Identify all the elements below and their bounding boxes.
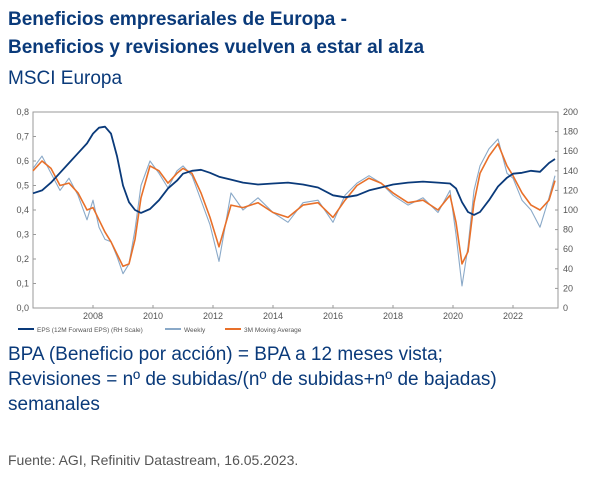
y-left-tick-label: 0,0 [16,303,29,313]
source-note: Fuente: AGI, Refinitiv Datastream, 16.05… [8,452,299,468]
x-tick-label: 2014 [263,311,283,321]
chart-title-line2: Beneficios y revisiones vuelven a estar … [8,37,425,58]
chart-caption: BPA (Beneficio por acción) = BPA a 12 me… [8,342,593,417]
plot-border [32,111,559,309]
caption-line-3: semanales [8,394,100,415]
line-chart: 0,0 0,1 0,2 0,3 0,4 0,5 0,6 0,7 0,8 0 20 40 60 80 100 1… [16,107,578,334]
chart-frame [32,111,559,309]
y-right-tick-label: 40 [563,264,573,274]
y-left-tick-label: 0,5 [16,181,29,191]
x-tick-label: 2018 [383,311,403,321]
y-right-tick-label: 180 [563,127,578,137]
y-right-tick-label: 120 [563,185,578,195]
x-tick-label: 2008 [83,311,103,321]
y-left-tick-label: 0,6 [16,156,29,166]
y-right-tick-label: 60 [563,244,573,254]
chart-axes: 0,0 0,1 0,2 0,3 0,4 0,5 0,6 0,7 0,8 0 20 40 60 80 100 1… [16,107,578,321]
chart-subtitle: MSCI Europa [8,68,123,89]
caption-line-1: BPA (Beneficio por acción) = BPA a 12 me… [8,344,443,365]
eps-line [32,125,556,216]
x-tick-label: 2016 [323,311,343,321]
y-right-tick-label: 100 [563,205,578,215]
y-left-tick-label: 0,1 [16,279,29,289]
moving-average-line [32,143,556,268]
y-right-tick-label: 200 [563,107,578,117]
y-left-tick-label: 0,7 [16,132,29,142]
x-tick-label: 2020 [443,311,463,321]
x-tick-label: 2010 [143,311,163,321]
y-right-tick-label: 140 [563,166,578,176]
y-left-tick-label: 0,8 [16,107,29,117]
legend-label: 3M Moving Average [244,327,302,334]
x-tick-label: 2012 [203,311,223,321]
y-left-tick-label: 0,2 [16,254,29,264]
y-left-tick-label: 0,4 [16,205,29,215]
chart-legend: EPS (12M Forward EPS) (RH Scale) Weekly 3M… [18,327,302,334]
legend-label: EPS (12M Forward EPS) (RH Scale) [37,327,143,334]
y-left-tick-label: 0,3 [16,230,29,240]
chart-series [32,125,556,287]
y-right-tick-label: 0 [563,303,568,313]
y-right-tick-label: 20 [563,283,573,293]
caption-line-2: Revisiones = nº de subidas/(nº de subida… [8,369,497,390]
legend-label: Weekly [184,327,206,334]
y-right-tick-label: 160 [563,146,578,156]
y-right-tick-label: 80 [563,225,573,235]
weekly-line [32,138,556,287]
x-tick-label: 2022 [503,311,523,321]
chart-title-line1: Beneficios empresariales de Europa - [8,9,347,30]
